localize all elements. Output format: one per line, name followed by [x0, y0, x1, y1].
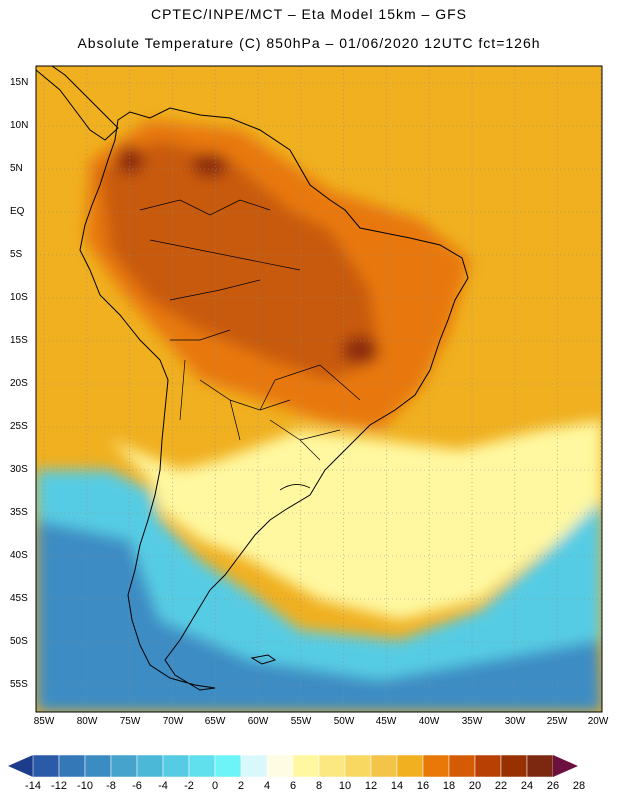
lat-label: 15S: [10, 335, 28, 346]
colorbar-swatch: [110, 754, 138, 778]
lon-label: 25W: [546, 716, 568, 727]
lat-label: 40S: [10, 550, 28, 561]
colorbar-swatch: [162, 754, 190, 778]
lon-label: 65W: [204, 716, 226, 727]
south-america-coast: [79, 107, 469, 691]
hot-spot-venezuela: [192, 153, 228, 177]
colorbar-tick: -14: [25, 780, 41, 792]
colorbar-swatch: [292, 754, 320, 778]
lat-label: 5N: [10, 163, 23, 174]
lat-label: 20S: [10, 378, 28, 389]
colorbar-tick: 0: [211, 780, 219, 792]
colorbar-tick: 8: [315, 780, 323, 792]
colorbar-tick: 28: [572, 780, 586, 792]
colorbar-tick: 20: [468, 780, 482, 792]
colorbar-tick: -12: [51, 780, 67, 792]
colorbar-tick: 22: [494, 780, 508, 792]
lon-label: 50W: [333, 716, 355, 727]
lagoa-dos-patos: [279, 484, 311, 491]
lon-label: 70W: [162, 716, 184, 727]
colorbar-swatch: [84, 754, 112, 778]
lat-label: 30S: [10, 464, 28, 475]
lat-label: 50S: [10, 636, 28, 647]
lon-label: 40W: [418, 716, 440, 727]
lon-label: 55W: [290, 716, 312, 727]
colorbar-tick: -6: [132, 780, 142, 792]
lon-label: 35W: [461, 716, 483, 727]
title-line-2: Absolute Temperature (C) 850hPa – 01/06/…: [77, 35, 541, 51]
colorbar-tick: -4: [158, 780, 168, 792]
colorbar-swatch: [136, 754, 164, 778]
colorbar-swatch: [188, 754, 216, 778]
hot-spot-brazil: [342, 336, 378, 364]
colorbar-swatch: [266, 754, 294, 778]
temperature-field: [36, 66, 602, 712]
central-america-coast: [36, 66, 119, 141]
country-borders: [139, 199, 361, 461]
lon-label: 60W: [247, 716, 269, 727]
lon-label: 80W: [76, 716, 98, 727]
colorbar: [8, 754, 578, 778]
lat-label: 15N: [10, 77, 29, 88]
colorbar-swatch: [422, 754, 450, 778]
colorbar-tick: 26: [546, 780, 560, 792]
lon-label: 45W: [375, 716, 397, 727]
colorbar-swatch: [318, 754, 346, 778]
colorbar-swatch: [396, 754, 424, 778]
colorbar-tick: 6: [289, 780, 297, 792]
lat-label: 10N: [10, 120, 29, 131]
colorbar-tick: 24: [520, 780, 534, 792]
colorbar-swatch: [474, 754, 502, 778]
colorbar-tick: 4: [263, 780, 271, 792]
colorbar-tick: -2: [184, 780, 194, 792]
colorbar-swatch: [370, 754, 398, 778]
lat-label: 55S: [10, 679, 28, 690]
colorbar-swatch: [500, 754, 528, 778]
colorbar-swatch: [526, 754, 554, 778]
colorbar-swatch: [344, 754, 372, 778]
lon-label: 75W: [119, 716, 141, 727]
colorbar-swatch: [32, 754, 60, 778]
title-line-1: CPTEC/INPE/MCT – Eta Model 15km – GFS: [150, 6, 468, 22]
colorbar-tick: -8: [106, 780, 116, 792]
falkland-islands: [250, 654, 277, 665]
cold-zone: [36, 470, 602, 680]
lon-label: 20W: [587, 716, 609, 727]
lat-label: EQ: [10, 206, 25, 217]
colorbar-swatch: [58, 754, 86, 778]
coastlines: [36, 66, 469, 691]
colorbar-tick: 10: [338, 780, 352, 792]
lat-label: 5S: [10, 249, 23, 260]
colorbar-arrow-left: [8, 755, 33, 777]
colorbar-swatch: [448, 754, 476, 778]
lon-label: 85W: [33, 716, 55, 727]
colorbar-tick: 16: [416, 780, 430, 792]
colorbar-arrow-right: [553, 755, 578, 777]
map-frame: [35, 65, 603, 713]
colorbar-tick: 14: [390, 780, 404, 792]
lat-label: 45S: [10, 593, 28, 604]
colorbar-tick: 12: [364, 780, 378, 792]
lat-label: 35S: [10, 507, 28, 518]
colorbar-tick: -10: [77, 780, 93, 792]
colorbar-swatch: [214, 754, 242, 778]
hot-spot-colombia: [116, 146, 144, 174]
lat-label: 25S: [10, 421, 28, 432]
lon-label: 30W: [504, 716, 526, 727]
colorbar-tick: 18: [442, 780, 456, 792]
very-cold-zone: [36, 520, 602, 712]
colorbar-swatch: [240, 754, 268, 778]
amazon-zone: [100, 140, 380, 380]
colorbar-tick: 2: [237, 780, 245, 792]
lat-label: 10S: [10, 292, 28, 303]
